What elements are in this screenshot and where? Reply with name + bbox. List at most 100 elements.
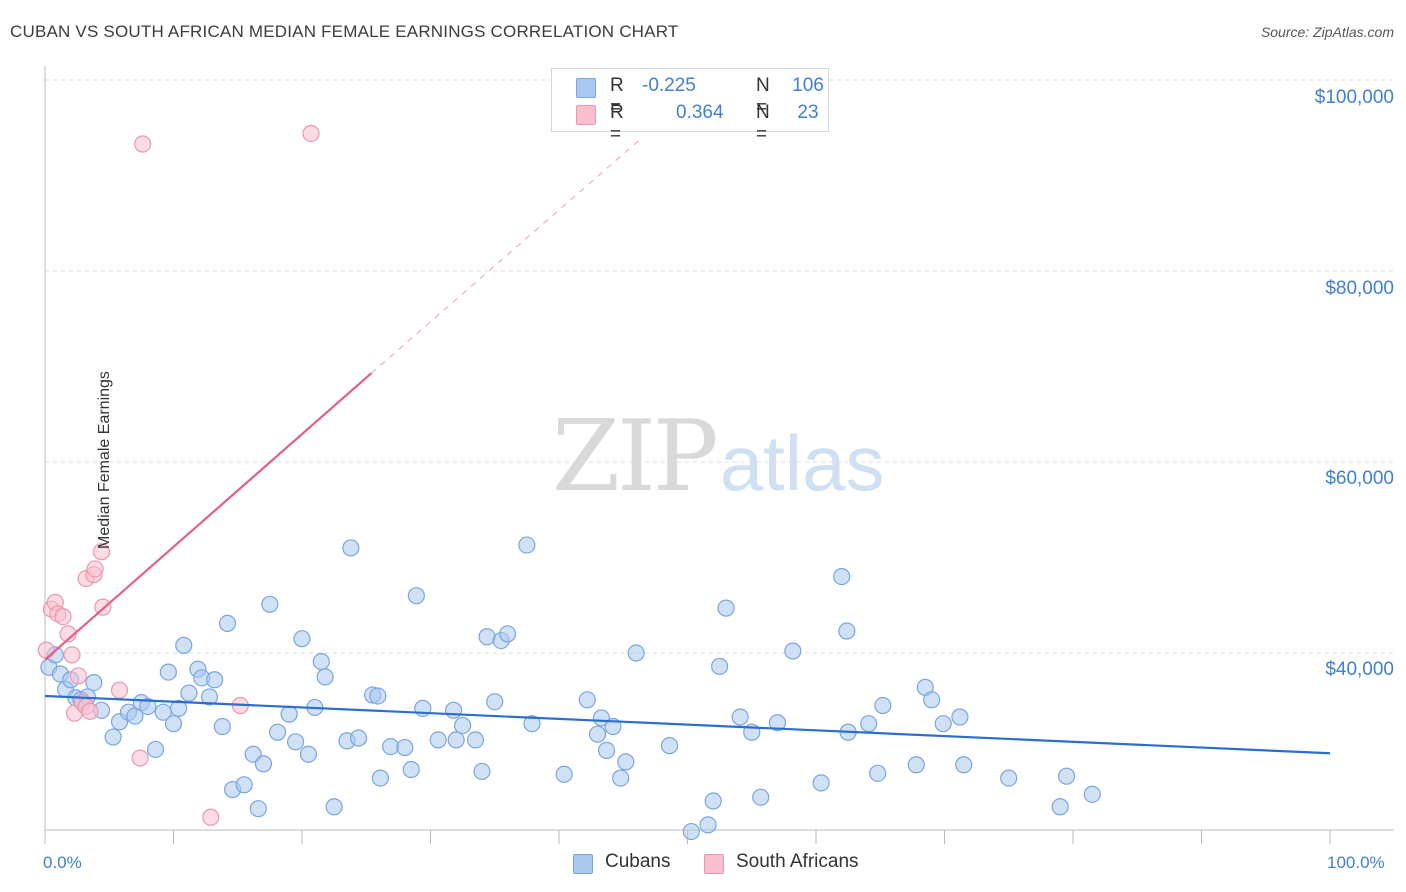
cubans-point [159,663,177,681]
cubans-swatch [573,854,593,874]
trend-lines [44,136,1331,755]
cubans-point [407,587,425,605]
cubans-point [617,753,635,771]
r-value: 0.364 [676,102,724,123]
r-value: -0.225 [642,75,696,96]
cubans-point [934,715,952,733]
gridlines [45,79,1394,654]
n-label: N = [756,102,770,145]
cubans-point [293,630,311,648]
n-value: 106 [792,75,824,96]
cubans-point [200,688,219,706]
cubans-point [717,599,735,617]
cubans-point [523,715,541,733]
cubans-point [660,737,679,755]
south-africans-point [81,702,99,720]
cubans-point [164,715,183,733]
south-africans-swatch [704,854,724,874]
cubans-point [325,798,343,816]
cubans-point [951,708,969,726]
cubans-swatch [576,78,596,98]
cubans-point [812,774,830,792]
cubans-point [280,705,298,723]
cubans-point [833,567,851,586]
cubans-point [486,693,504,711]
cubans-point [1000,769,1018,787]
south-africans-swatch [576,105,596,125]
south-africans-point [134,135,152,153]
cubans-point [682,822,700,841]
cubans-point [371,769,389,787]
cubans-point [860,715,878,733]
cubans-point [838,622,856,640]
cubans-trend-line [44,694,1331,755]
cubans-point [699,816,717,834]
r-label: R = [610,102,624,145]
cubans-point [473,762,491,781]
south-africans-point [37,641,55,659]
cubans-point [466,731,485,749]
cubans-point [369,687,387,705]
cubans-point [235,776,253,794]
cubans-point [499,625,517,643]
cubans-point [1051,798,1069,816]
y-tick-label: $100,000 [1314,87,1394,108]
cubans-points [40,536,1101,841]
south-africans-points [37,124,320,826]
cubans-point [254,755,273,773]
cubans-point [1057,767,1076,785]
cubans-point [402,760,420,779]
cubans-point [907,756,925,774]
cubans-point [268,723,287,741]
y-axis-label: Median Female Earnings [95,371,113,549]
watermark-atlas: atlas [719,419,885,507]
cubans-point [445,701,463,719]
south-africans-point [54,608,72,626]
cubans-point [139,697,157,716]
south-africans-point [86,560,104,578]
watermark: ZIPatlas [552,400,885,514]
cubans-point [1083,785,1101,803]
cubans-point [213,717,231,736]
south-africans-point [92,543,111,561]
cubans-point [299,745,318,763]
cubans-point [955,756,973,774]
cubans-point [597,741,616,760]
cubans-point [146,740,165,759]
cubans-point [578,691,596,709]
cubans-point [711,657,729,675]
cubans-point [261,595,279,613]
south-africans-point [131,749,149,767]
y-tick-label: $40,000 [1325,659,1394,680]
south-africans-point [59,625,77,643]
cubans-point [312,652,330,671]
cubans-point [249,800,267,818]
south-africans-point [63,646,81,664]
cubans-point [874,696,892,715]
x-tick-label: 100.0% [1327,853,1385,872]
cubans-point [612,769,630,787]
legend-label: Cubans [605,851,671,872]
south-africans-point [110,681,129,699]
cubans-point [175,636,193,654]
cubans-point [85,674,103,692]
cubans-point [180,684,198,702]
cubans-point [206,671,224,689]
cubans-point [429,731,447,749]
x-tick-label: 0.0% [43,853,82,872]
cubans-point [478,628,496,646]
cubans-point [396,738,414,757]
cubans-point [869,764,887,782]
cubans-point [555,765,573,783]
stats-legend: R = -0.225 N = 106 R = 0.364 N = 23 [551,68,829,145]
south-africans-point [202,808,220,826]
watermark-zip: ZIP [552,400,719,514]
cubans-point [316,668,334,686]
cubans-point [342,539,360,557]
cubans-point [768,714,787,732]
n-label: N = [756,75,770,118]
cubans-point [731,708,749,726]
cubans-point [784,642,802,660]
cubans-point [454,716,472,735]
